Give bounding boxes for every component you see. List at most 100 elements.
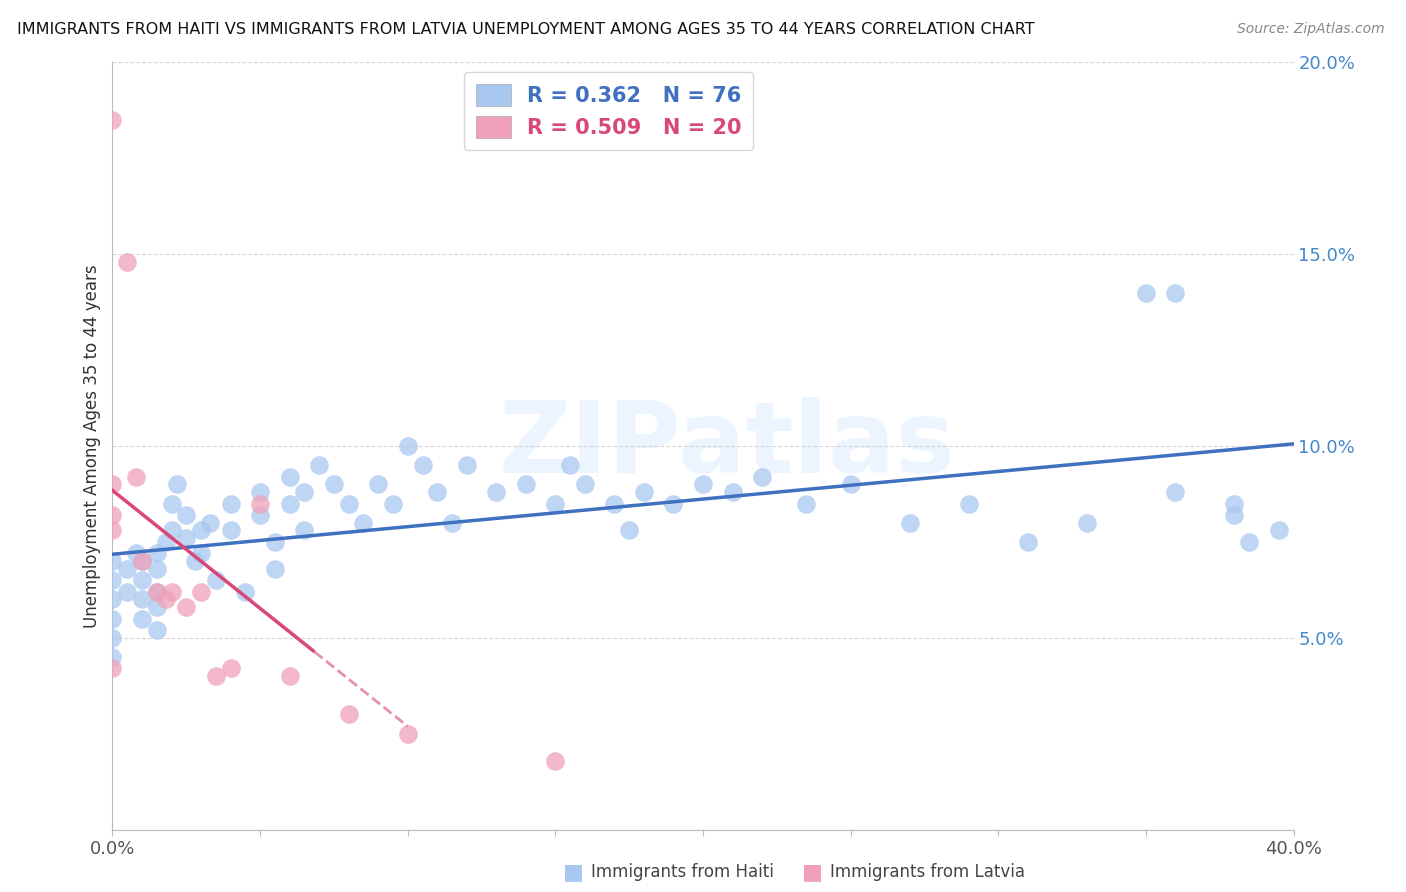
Point — [131, 612, 153, 626]
Point — [1164, 285, 1187, 300]
Point — [396, 726, 419, 740]
Point — [101, 649, 124, 664]
Point — [101, 661, 124, 675]
Point — [1135, 285, 1157, 300]
Point — [382, 496, 405, 510]
Text: Source: ZipAtlas.com: Source: ZipAtlas.com — [1237, 22, 1385, 37]
Point — [692, 477, 714, 491]
Point — [146, 546, 169, 560]
Point — [205, 669, 228, 683]
Point — [101, 113, 124, 128]
Point — [249, 496, 271, 510]
Text: ZIPatlas: ZIPatlas — [498, 398, 955, 494]
Point — [278, 496, 301, 510]
Point — [796, 496, 818, 510]
Point — [125, 546, 148, 560]
Point — [131, 592, 153, 607]
Point — [101, 574, 124, 588]
Point — [352, 516, 374, 530]
Point — [190, 524, 212, 538]
Point — [146, 584, 169, 599]
Point — [101, 554, 124, 568]
Point — [633, 485, 655, 500]
Point — [367, 477, 389, 491]
Point — [174, 600, 197, 615]
Point — [249, 508, 271, 522]
Point — [101, 592, 124, 607]
Point — [1164, 485, 1187, 500]
Point — [1223, 496, 1246, 510]
Point — [1223, 508, 1246, 522]
Point — [411, 458, 433, 473]
Point — [426, 485, 449, 500]
Point — [131, 554, 153, 568]
Point — [1239, 535, 1261, 549]
Legend: R = 0.362   N = 76, R = 0.509   N = 20: R = 0.362 N = 76, R = 0.509 N = 20 — [464, 72, 752, 150]
Point — [396, 439, 419, 453]
Text: ■: ■ — [801, 863, 823, 882]
Point — [456, 458, 478, 473]
Point — [323, 477, 346, 491]
Point — [278, 669, 301, 683]
Point — [131, 574, 153, 588]
Point — [957, 496, 980, 510]
Point — [485, 485, 508, 500]
Text: IMMIGRANTS FROM HAITI VS IMMIGRANTS FROM LATVIA UNEMPLOYMENT AMONG AGES 35 TO 44: IMMIGRANTS FROM HAITI VS IMMIGRANTS FROM… — [17, 22, 1035, 37]
Point — [101, 508, 124, 522]
Point — [146, 600, 169, 615]
Text: Immigrants from Latvia: Immigrants from Latvia — [830, 863, 1025, 881]
Point — [544, 754, 567, 768]
Point — [308, 458, 330, 473]
Point — [544, 496, 567, 510]
Point — [131, 554, 153, 568]
Point — [101, 477, 124, 491]
Point — [574, 477, 596, 491]
Point — [1076, 516, 1098, 530]
Point — [155, 592, 177, 607]
Text: ■: ■ — [562, 863, 583, 882]
Point — [603, 496, 626, 510]
Point — [515, 477, 537, 491]
Point — [198, 516, 221, 530]
Point — [160, 584, 183, 599]
Point — [1017, 535, 1039, 549]
Point — [146, 584, 169, 599]
Point — [721, 485, 744, 500]
Point — [619, 524, 641, 538]
Point — [174, 531, 197, 545]
Point — [117, 255, 138, 269]
Point — [174, 508, 197, 522]
Point — [125, 469, 148, 483]
Point — [441, 516, 464, 530]
Point — [101, 612, 124, 626]
Point — [205, 574, 228, 588]
Point — [292, 485, 315, 500]
Point — [233, 584, 256, 599]
Point — [184, 554, 207, 568]
Point — [190, 584, 212, 599]
Point — [219, 661, 242, 675]
Point — [278, 469, 301, 483]
Point — [1268, 524, 1291, 538]
Point — [751, 469, 773, 483]
Point — [249, 485, 271, 500]
Text: Immigrants from Haiti: Immigrants from Haiti — [591, 863, 773, 881]
Point — [219, 496, 242, 510]
Point — [146, 562, 169, 576]
Y-axis label: Unemployment Among Ages 35 to 44 years: Unemployment Among Ages 35 to 44 years — [83, 264, 101, 628]
Point — [264, 535, 287, 549]
Point — [558, 458, 582, 473]
Point — [160, 524, 183, 538]
Point — [292, 524, 315, 538]
Point — [160, 496, 183, 510]
Point — [839, 477, 862, 491]
Point — [155, 535, 177, 549]
Point — [101, 631, 124, 645]
Point — [337, 496, 360, 510]
Point — [264, 562, 287, 576]
Point — [146, 623, 169, 637]
Point — [662, 496, 685, 510]
Point — [898, 516, 921, 530]
Point — [101, 524, 124, 538]
Point — [117, 562, 138, 576]
